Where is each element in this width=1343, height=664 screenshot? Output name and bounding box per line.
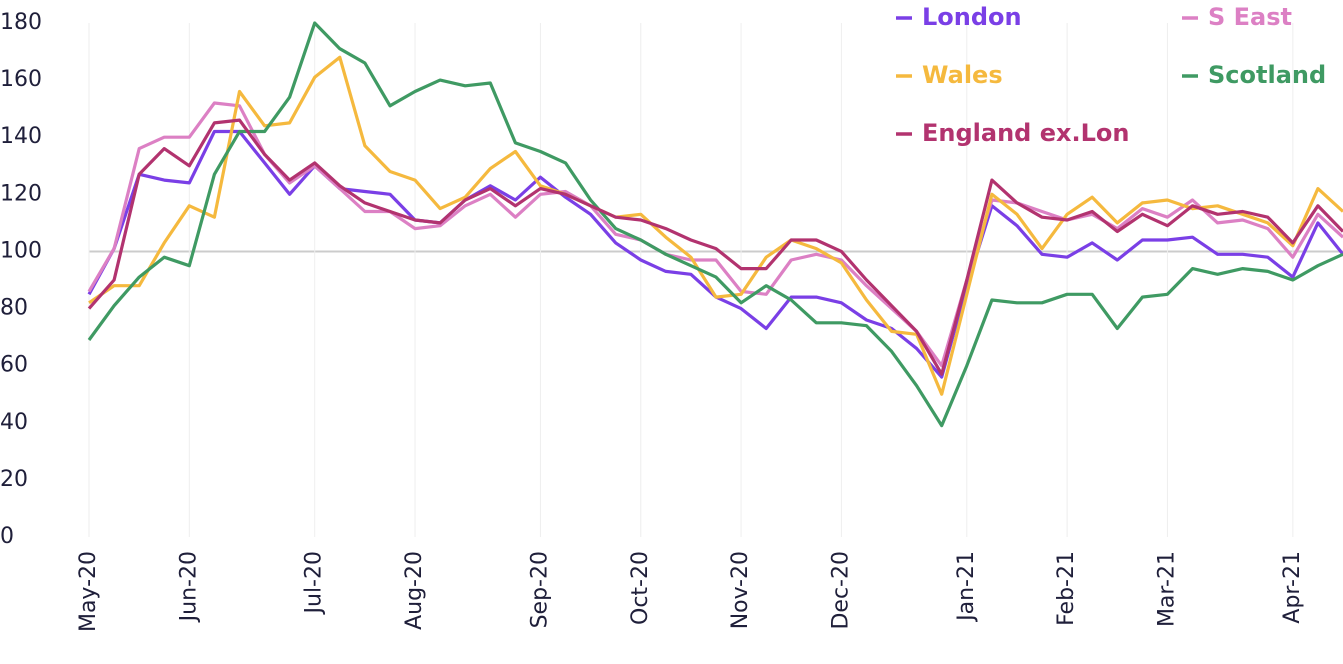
x-tick-label: Mar-21 xyxy=(1154,551,1179,627)
x-tick-label: Jul-20 xyxy=(302,551,327,615)
x-tick-label: Jun-20 xyxy=(176,551,201,623)
series-line xyxy=(88,55,1343,396)
x-tick-label: Sep-20 xyxy=(527,551,552,628)
x-tick-label: Jan-21 xyxy=(954,551,979,623)
y-tick-label: 0 xyxy=(0,524,14,549)
legend-label: England ex.Lon xyxy=(922,119,1129,147)
y-tick-label: 60 xyxy=(0,353,28,378)
x-tick-label: Apr-21 xyxy=(1280,551,1305,624)
y-tick-label: 100 xyxy=(0,238,42,263)
y-tick-label: 180 xyxy=(0,10,42,35)
series-line xyxy=(87,101,1343,368)
y-tick-label: 80 xyxy=(0,296,28,321)
y-tick-label: 160 xyxy=(0,67,42,92)
x-tick-label: May-20 xyxy=(76,551,101,632)
legend-label: Scotland xyxy=(1208,61,1326,89)
legend-label: S East xyxy=(1208,3,1292,31)
y-tick-label: 120 xyxy=(0,181,42,206)
y-tick-label: 40 xyxy=(0,410,28,435)
legend-label: London xyxy=(922,3,1022,31)
series-line xyxy=(87,118,1343,376)
x-tick-label: Dec-20 xyxy=(828,551,853,630)
y-tick-label: 20 xyxy=(0,467,28,492)
series-line xyxy=(87,21,1343,428)
x-tick-label: Oct-20 xyxy=(628,551,653,625)
x-tick-label: Feb-21 xyxy=(1054,551,1079,626)
y-tick-label: 140 xyxy=(0,124,42,149)
legend-label: Wales xyxy=(922,61,1003,89)
x-tick-label: Aug-20 xyxy=(402,551,427,630)
x-tick-label: Nov-20 xyxy=(728,551,753,629)
